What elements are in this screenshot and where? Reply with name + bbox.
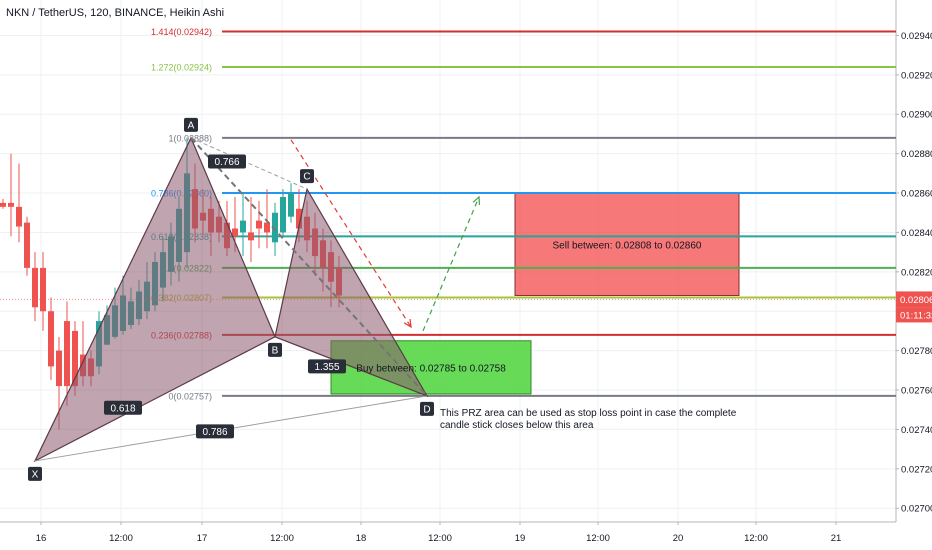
candle-body [64,321,70,387]
candle-body [272,212,278,243]
candle-body [8,202,14,207]
pattern-point-a: A [188,120,195,131]
price-tick-label: 0.02920 [901,70,932,81]
pattern-point-c: C [303,172,310,183]
harmonic-xab-triangle [33,136,276,463]
time-tick-label: 12:00 [428,533,452,544]
sell-zone-rect [514,192,740,296]
last-price-tag-bg [896,291,932,308]
countdown-tag-bg [896,307,932,323]
pattern-point-b-bg [268,342,282,357]
ratio-label-bg [196,424,234,439]
ratio-label-bg [308,359,346,374]
price-tick-label: 0.02740 [901,425,932,436]
last-price-tag: 0.02806 [900,295,932,306]
price-tick-label: 0.02760 [901,386,932,397]
prz-note: This PRZ area can be used as stop loss p… [440,408,737,431]
fib-level-label: 1.414(0.02942) [151,27,212,37]
time-tick-label: 12:00 [109,533,133,544]
candle-body [40,267,46,312]
candle-body [16,206,22,227]
candle-body [240,220,246,233]
time-tick-label: 18 [356,533,367,544]
candle-body [0,202,6,207]
time-tick-label: 12:00 [586,533,610,544]
price-tick-label: 0.02720 [901,464,932,475]
time-tick-label: 12:00 [744,533,768,544]
ratio-label-bg [208,154,246,169]
pattern-point-b: B [272,345,279,356]
candle-body [280,196,286,233]
chart-title: NKN / TetherUS, 120, BINANCE, Heikin Ash… [6,7,225,19]
candle-body [24,222,30,268]
buy-arrow-line [422,196,480,332]
candle-body [48,311,54,367]
harmonic-bcd-triangle [274,187,429,398]
sell-zone-label: Sell between: 0.02808 to 0.02860 [552,240,701,251]
ratio-label: 0.766 [214,157,239,168]
time-tick-label: 19 [515,533,526,544]
time-tick-label: 20 [673,533,684,544]
candle-body [296,208,302,229]
ad-line [190,137,428,397]
price-tick-label: 0.02840 [901,228,932,239]
price-tick-label: 0.02880 [901,149,932,160]
candle-body [264,222,270,233]
candle-body [32,267,38,308]
candle-body [56,350,62,387]
candle-body [256,220,262,229]
sell-arrow-head [403,318,412,329]
buy-zone-label: Buy between: 0.02785 to 0.02758 [356,363,506,374]
ratio-label: 0.786 [202,427,227,438]
ac-line [190,137,308,190]
candle-body [232,228,238,237]
ratio-label: 0.618 [110,403,135,414]
fib-level-label: 0(0.02757) [168,391,212,401]
price-tick-label: 0.02780 [901,346,932,357]
candle-body [248,232,254,241]
time-tick-label: 16 [36,533,47,544]
buy-arrow-head [472,195,481,206]
ratio-label: 1.355 [314,362,339,373]
price-tick-label: 0.02900 [901,110,932,121]
price-tick-label: 0.02940 [901,31,932,42]
pattern-point-x: X [32,469,39,480]
ratio-label-bg [104,400,142,415]
candle-body [288,193,294,217]
countdown-tag: 01:11:32 [900,310,932,321]
pattern-point-d: D [423,404,430,415]
time-tick-label: 17 [197,533,208,544]
price-tick-label: 0.02820 [901,267,932,278]
pattern-point-x-bg [28,466,42,481]
pattern-point-a-bg [184,117,198,132]
price-tick-label: 0.02700 [901,504,932,515]
time-tick-label: 21 [831,533,842,544]
time-tick-label: 12:00 [270,533,294,544]
price-tick-label: 0.02860 [901,189,932,200]
pattern-point-d-bg [420,401,434,416]
fib-level-label: 1.272(0.02924) [151,62,212,72]
candle-body [72,330,78,387]
pattern-point-c-bg [300,169,314,184]
